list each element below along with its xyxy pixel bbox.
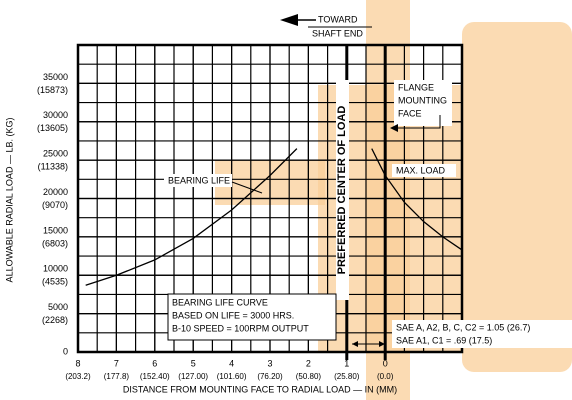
preferred-bg bbox=[336, 80, 349, 300]
x-tick-label: 7 bbox=[114, 358, 119, 368]
toward-label: SHAFT END bbox=[312, 28, 363, 38]
x-tick-mm: (25.80) bbox=[334, 372, 360, 381]
plot-frame bbox=[76, 43, 464, 354]
y-tick-label: 25000 bbox=[43, 149, 68, 159]
series-label: BEARING LIFE bbox=[168, 175, 230, 185]
label-leader bbox=[231, 181, 263, 194]
x-tick-mm: (127.00) bbox=[178, 372, 208, 381]
y-tick-kg: (9070) bbox=[42, 200, 68, 210]
y-tick-kg: (6803) bbox=[42, 238, 68, 248]
label-bg bbox=[392, 164, 456, 177]
motor-body bbox=[462, 22, 572, 372]
toward-label: TOWARD bbox=[318, 14, 358, 24]
y-tick-label: 30000 bbox=[43, 110, 68, 120]
y-tick-label: 20000 bbox=[43, 187, 68, 197]
x-tick-label: 5 bbox=[191, 358, 196, 368]
series-label: MAX. LOAD bbox=[396, 165, 446, 175]
sae-text: SAE A1, C1 = .69 (17.5) bbox=[396, 335, 492, 345]
x-tick-label: 3 bbox=[267, 358, 272, 368]
x-tick-label: 1 bbox=[344, 358, 349, 368]
curve bbox=[85, 148, 298, 286]
preferred-label: PREFERRED CENTER OF LOAD bbox=[336, 106, 348, 275]
curve bbox=[371, 148, 463, 251]
curve-box-text: BASED ON LIFE = 3000 HRS. bbox=[172, 310, 294, 320]
sae-text: SAE A, A2, B, C, C2 = 1.05 (26.7) bbox=[396, 322, 530, 332]
x-tick-mm: (203.2) bbox=[65, 372, 91, 381]
flange-label: FACE bbox=[398, 108, 422, 118]
flange-box bbox=[394, 80, 452, 126]
y-tick-label: 15000 bbox=[43, 225, 68, 235]
y-tick-label: 35000 bbox=[43, 72, 68, 82]
y-tick-label: 5000 bbox=[48, 302, 68, 312]
x-tick-mm: (76.20) bbox=[257, 372, 283, 381]
curve-box-text: BEARING LIFE CURVE bbox=[172, 297, 268, 307]
x-tick-mm: (0.0) bbox=[377, 372, 394, 381]
x-tick-label: 8 bbox=[75, 358, 80, 368]
flange-leader bbox=[394, 115, 441, 129]
y-tick-kg: (13605) bbox=[37, 123, 68, 133]
plot bbox=[85, 148, 463, 286]
toward-arrow bbox=[280, 14, 298, 26]
x-tick-label: 0 bbox=[383, 358, 388, 368]
x-tick-mm: (177.8) bbox=[104, 372, 130, 381]
x-tick-mm: (152.40) bbox=[140, 372, 170, 381]
y-tick-kg: (2268) bbox=[42, 315, 68, 325]
x-tick-label: 2 bbox=[306, 358, 311, 368]
flange-label: FLANGE bbox=[398, 82, 434, 92]
flange-label: MOUNTING bbox=[398, 95, 447, 105]
sae-bg bbox=[392, 320, 572, 348]
y-tick-kg: (4535) bbox=[42, 277, 68, 287]
x-axis-title: DISTANCE FROM MOUNTING FACE TO RADIAL LO… bbox=[123, 384, 397, 394]
curve-box-text: B-10 SPEED = 100RPM OUTPUT bbox=[172, 323, 309, 333]
y-tick-kg: (15873) bbox=[37, 85, 68, 95]
x-tick-label: 4 bbox=[229, 358, 234, 368]
curve-box bbox=[167, 293, 337, 341]
x-tick-mm: (50.80) bbox=[296, 372, 322, 381]
y-tick-label: 0 bbox=[63, 346, 68, 356]
y-tick-label: 10000 bbox=[43, 264, 68, 274]
label-bg bbox=[164, 174, 232, 187]
y-axis-title: ALLOWABLE RADIAL LOAD — LB. (KG) bbox=[4, 118, 14, 283]
x-tick-label: 6 bbox=[152, 358, 157, 368]
y-tick-kg: (11338) bbox=[38, 162, 68, 172]
x-tick-mm: (101.60) bbox=[217, 372, 247, 381]
flange-arrow bbox=[390, 124, 398, 132]
